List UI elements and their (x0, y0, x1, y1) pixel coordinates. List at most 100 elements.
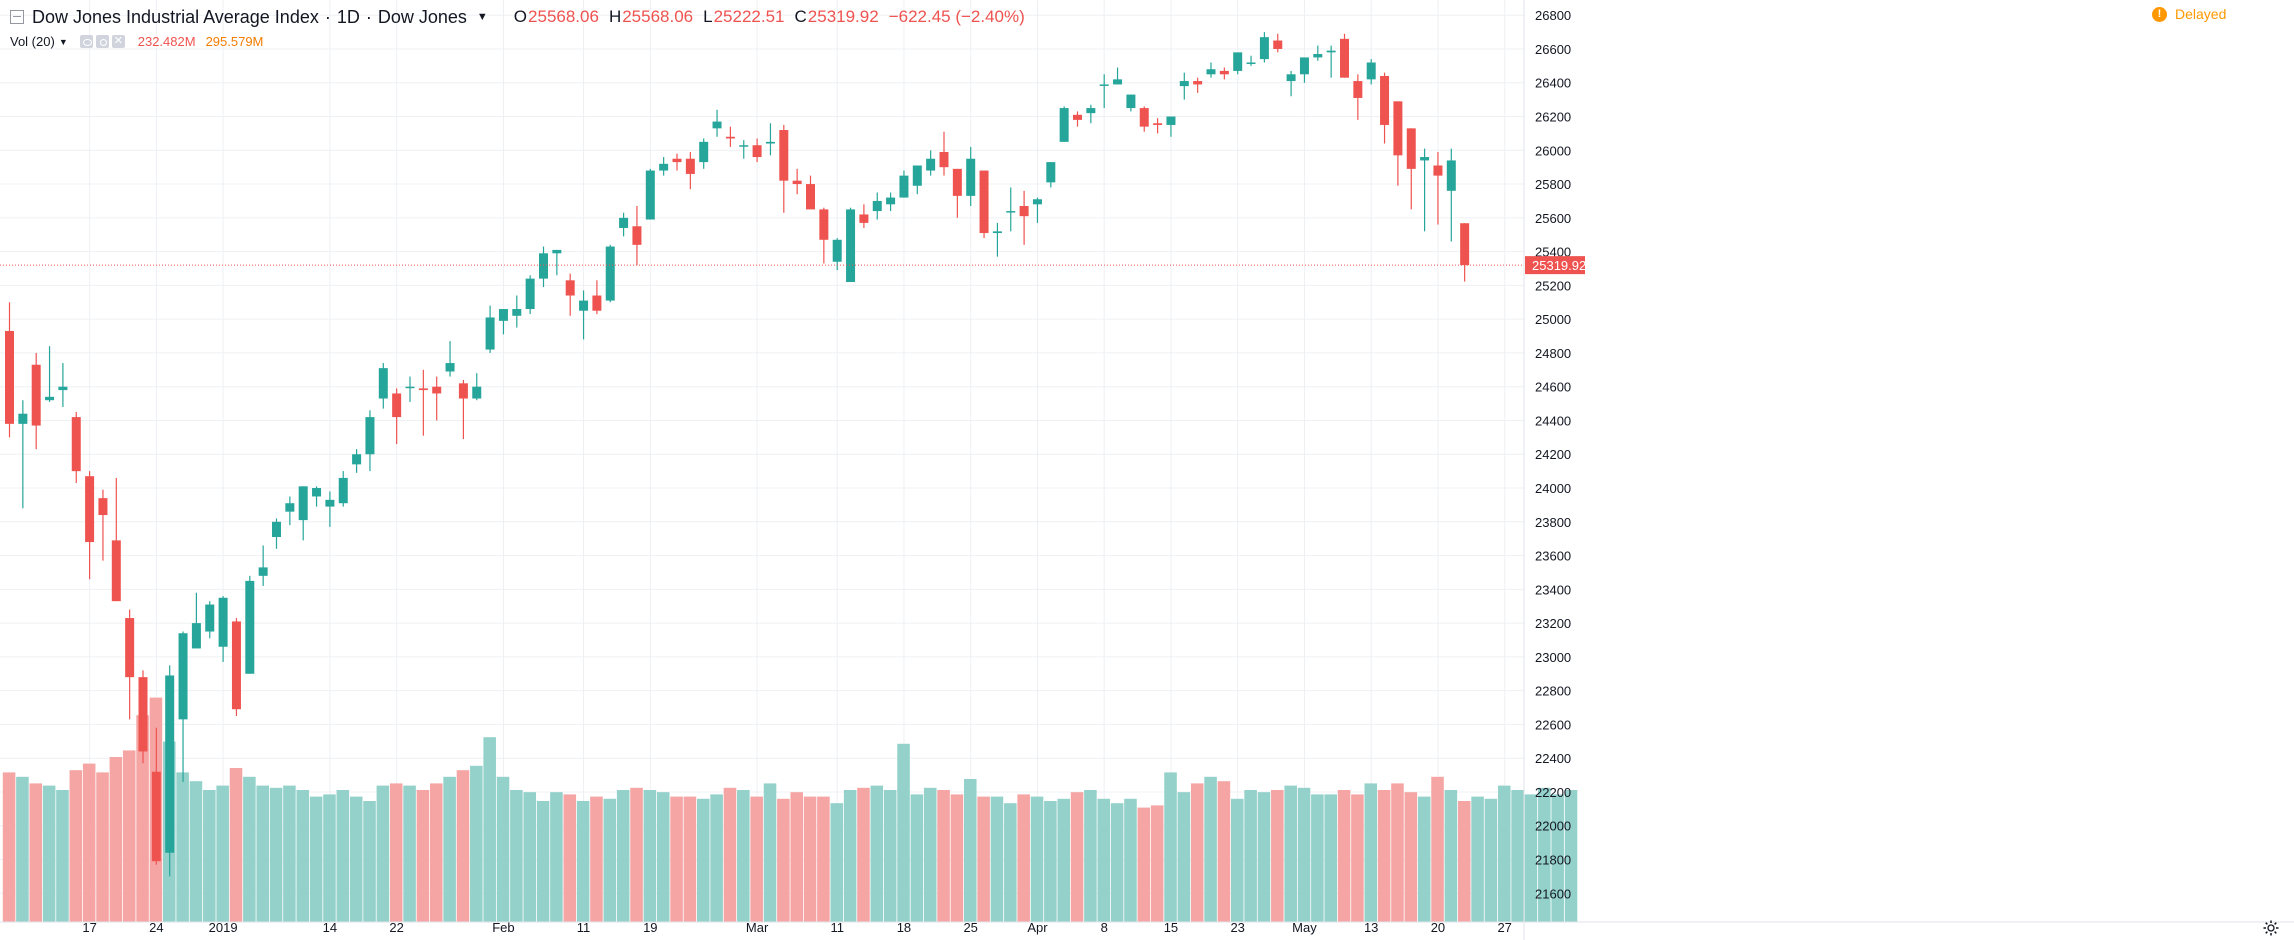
interval-label[interactable]: 1D (336, 6, 360, 27)
price-axis[interactable]: 21600 21800 22000 22200 22400 22600 22800 23000… (1523, 0, 1571, 940)
candle-body (258, 567, 268, 576)
candle-body (285, 503, 295, 512)
time-axis[interactable]: 17 24 2019 14 22 Feb 11 19 Mar 11 18 25 Apr 8 15 23 May 1… (0, 920, 2294, 935)
candle-body (859, 214, 869, 223)
candle-body (512, 309, 522, 316)
gear-icon[interactable] (95, 35, 109, 48)
candle-body (18, 413, 28, 424)
volume-bar (1137, 807, 1151, 922)
volume-bar (1364, 783, 1378, 922)
candle-body (1206, 69, 1216, 75)
time-tick-label: 14 (323, 920, 337, 935)
collapse-icon[interactable] (10, 10, 24, 24)
candle-body (1433, 165, 1443, 176)
volume-bar (363, 801, 376, 922)
price-tick-label: 24800 (1535, 346, 1571, 361)
candle-body (552, 249, 562, 254)
volume-bar (243, 776, 256, 922)
volume-bar (1084, 790, 1097, 922)
volume-bar (1190, 783, 1204, 922)
volume-bar (683, 796, 697, 922)
settings-gear-icon[interactable] (2263, 920, 2279, 936)
volume-bar (470, 765, 483, 922)
volume-bar (790, 792, 803, 922)
volume-bar (803, 796, 817, 922)
volume-bar (1324, 794, 1337, 922)
price-tick-label: 23800 (1535, 515, 1571, 530)
volume-bar (296, 790, 310, 922)
candle-body (992, 231, 1002, 234)
last-price-badge (1525, 256, 1585, 275)
time-tick-label: Mar (746, 920, 769, 935)
volume-bar (1044, 801, 1057, 922)
volume-bar (443, 776, 456, 922)
volume-indicator-name[interactable]: Vol (20) (10, 34, 55, 49)
chevron-down-icon[interactable]: ▼ (58, 36, 68, 47)
candle-body (1153, 123, 1163, 125)
candle-body (298, 486, 308, 521)
candle-body (31, 364, 41, 426)
volume-bar (870, 785, 884, 922)
volume-bar (1284, 785, 1297, 922)
time-tick-label: 17 (82, 920, 96, 935)
close-icon[interactable] (111, 34, 125, 48)
exchange-label[interactable]: Dow Jones (377, 6, 467, 27)
high-label: H (608, 7, 622, 26)
price-tick-label: 23000 (1535, 650, 1571, 665)
volume-bar (777, 798, 790, 922)
candle-body (926, 158, 936, 171)
candle-body (1019, 206, 1029, 217)
volume-bar (349, 796, 363, 922)
price-tick-label: 26800 (1535, 8, 1571, 23)
candle-body (405, 386, 415, 389)
price-tick-label: 25800 (1535, 177, 1571, 192)
candle-body (1460, 223, 1470, 266)
candle-body (58, 386, 68, 391)
time-tick-label: 18 (897, 920, 911, 935)
volume-bar (16, 776, 29, 922)
candlestick-series (5, 32, 1470, 877)
price-tick-label: 22600 (1535, 717, 1571, 732)
candle-body (939, 151, 949, 168)
candle-body (1166, 116, 1176, 125)
candle-body (138, 677, 148, 752)
volume-bar (1404, 792, 1418, 922)
last-price-badge-text: 25319.92 (1532, 258, 1586, 273)
low-label: L (703, 7, 713, 26)
volume-bar (1564, 790, 1578, 922)
chevron-down-icon[interactable]: ▼ (476, 11, 488, 23)
price-tick-label: 25600 (1535, 211, 1571, 226)
candle-body (1326, 50, 1336, 53)
candle-body (1313, 54, 1323, 58)
volume-bar (603, 798, 617, 922)
price-tick-label: 23200 (1535, 616, 1571, 631)
candle-body (1393, 101, 1403, 156)
candle-body (352, 454, 362, 465)
candle-body (1286, 74, 1296, 82)
volume-bar (1471, 796, 1484, 922)
time-tick-label: 22 (389, 920, 403, 935)
candle-body (1246, 62, 1256, 64)
volume-bar (1257, 792, 1271, 922)
symbol-name[interactable]: Dow Jones Industrial Average Index (32, 6, 319, 27)
volume-bar (56, 790, 69, 922)
volume-bar (216, 785, 229, 922)
price-tick-label: 24600 (1535, 380, 1571, 395)
candle-body (739, 145, 749, 147)
candle-body (1219, 70, 1229, 75)
candle-body (725, 136, 735, 139)
candle-body (1340, 38, 1349, 78)
volume-bar (1271, 790, 1284, 922)
delayed-badge[interactable]: ! Delayed (2152, 6, 2226, 22)
volume-bar (656, 792, 670, 922)
candle-body (365, 417, 375, 455)
volume-bar (630, 787, 643, 922)
candle-body (458, 383, 468, 399)
volume-bar (1110, 803, 1124, 922)
separator: · (324, 6, 331, 27)
eye-icon[interactable] (79, 35, 93, 48)
volume-bar (710, 794, 723, 922)
time-tick-label: 13 (1364, 920, 1378, 935)
candle-body (619, 217, 629, 228)
